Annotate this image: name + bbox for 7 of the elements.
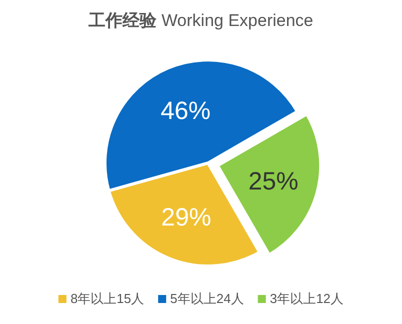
legend-label: 3年以上12人: [270, 291, 344, 306]
data-label: 46%: [160, 96, 211, 125]
data-label: 29%: [161, 203, 212, 232]
data-label: 25%: [248, 168, 298, 196]
chart-title: 工作经验 Working Experience: [88, 11, 314, 30]
legend-label: 8年以上15人: [70, 291, 144, 306]
legend-label: 5年以上24人: [170, 291, 244, 306]
